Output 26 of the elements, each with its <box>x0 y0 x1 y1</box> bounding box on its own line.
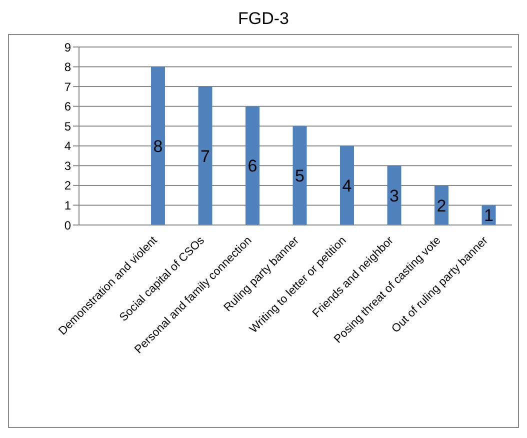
y-tick-label: 7 <box>64 80 72 94</box>
bar <box>387 166 402 225</box>
data-label: 1 <box>484 206 494 226</box>
y-tick-label: 1 <box>64 198 72 212</box>
y-tick-label: 5 <box>64 119 72 134</box>
data-label: 3 <box>390 186 399 206</box>
y-tick-label: 4 <box>64 139 72 154</box>
bar <box>292 126 307 225</box>
data-label: 2 <box>436 196 446 216</box>
chart-title: FGD-3 <box>237 8 290 30</box>
y-tick-label: 9 <box>64 40 72 54</box>
y-tick-label: 6 <box>64 100 72 114</box>
data-label: 8 <box>153 136 163 156</box>
data-label: 7 <box>200 146 210 166</box>
bar <box>340 146 354 225</box>
y-tick-label: 0 <box>64 218 72 232</box>
bar <box>151 66 165 225</box>
bar <box>246 106 260 225</box>
y-tick-label: 2 <box>64 178 72 193</box>
bar <box>198 86 212 225</box>
bar <box>434 185 448 225</box>
y-tick-label: 3 <box>64 158 72 173</box>
data-label: 5 <box>295 166 304 186</box>
data-label: 6 <box>248 156 258 176</box>
y-tick-label: 8 <box>64 60 72 74</box>
data-label: 4 <box>342 176 352 196</box>
